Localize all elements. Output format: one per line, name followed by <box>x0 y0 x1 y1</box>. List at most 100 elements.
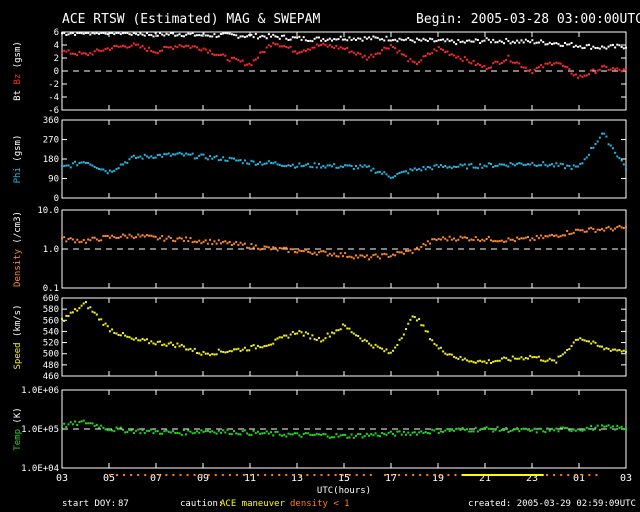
mag-point <box>150 34 153 37</box>
phi-point <box>71 162 74 165</box>
density-point <box>296 251 299 254</box>
mag-point <box>252 59 255 62</box>
caution-density-mark <box>433 474 436 476</box>
caution-density-mark <box>214 474 217 476</box>
speed-point <box>274 338 277 341</box>
mag-point <box>383 39 386 42</box>
phi-point <box>344 164 347 167</box>
phi-point <box>246 162 249 165</box>
speed-point <box>132 338 135 341</box>
temp-point <box>598 428 601 431</box>
mag-point <box>241 59 244 62</box>
phi-point <box>607 143 610 146</box>
mag-point <box>442 48 445 51</box>
mag-point <box>370 38 373 41</box>
temp-point <box>387 431 390 434</box>
density-point <box>182 239 185 242</box>
temp-point <box>82 419 85 422</box>
speed-point <box>544 360 547 363</box>
phi-point <box>579 162 582 165</box>
temp-point <box>276 430 279 433</box>
speed-point <box>385 348 388 351</box>
temp-point <box>396 430 399 433</box>
mag-point <box>468 39 471 42</box>
phi-point <box>108 169 111 172</box>
density-point <box>448 235 451 238</box>
caution-density-mark <box>447 474 450 476</box>
phi-point <box>335 166 338 169</box>
mag-point <box>622 47 625 50</box>
speed-point <box>352 332 355 335</box>
mag-point <box>354 39 357 42</box>
mag-point <box>206 51 209 54</box>
speed-point <box>487 359 490 362</box>
phi-point <box>542 161 545 164</box>
phi-point <box>91 164 94 167</box>
caution-density-mark <box>567 474 570 476</box>
temp-point <box>246 432 249 435</box>
speed-point <box>433 342 436 345</box>
density-point <box>516 236 519 239</box>
phi-point <box>233 157 236 160</box>
density-point <box>457 238 460 241</box>
density-point <box>191 241 194 244</box>
density-point <box>444 237 447 240</box>
mag-point <box>145 49 148 52</box>
mag-point <box>326 38 329 41</box>
mag-point <box>143 34 146 37</box>
mag-point <box>489 41 492 44</box>
mag-point <box>474 38 477 41</box>
temp-point <box>457 427 460 430</box>
temp-point <box>76 423 79 426</box>
phi-point <box>200 153 203 156</box>
mag-point <box>577 76 580 79</box>
phi-point <box>193 157 196 160</box>
mag-point <box>243 64 246 67</box>
speed-point <box>429 338 432 341</box>
mag-point <box>200 34 203 37</box>
temp-point <box>413 431 416 434</box>
density-point <box>472 239 475 242</box>
temp-point <box>489 427 492 430</box>
mag-series-bt <box>61 32 627 50</box>
mag-point <box>511 61 514 64</box>
temp-point <box>607 424 610 427</box>
temp-point <box>115 426 118 429</box>
mag-point <box>590 69 593 72</box>
speed-point <box>470 360 473 363</box>
temp-point <box>339 434 342 437</box>
mag-point <box>328 37 331 40</box>
phi-point <box>350 165 353 168</box>
speed-point <box>233 348 236 351</box>
mag-series-bz <box>61 42 627 79</box>
speed-point <box>224 351 227 354</box>
temp-point <box>302 432 305 435</box>
mag-point <box>196 46 199 49</box>
phi-point <box>561 163 564 166</box>
phi-point <box>274 161 277 164</box>
mag-point <box>139 32 142 35</box>
caution-density-mark <box>412 474 415 476</box>
temp-point <box>481 427 484 430</box>
mag-point <box>527 40 530 43</box>
density-point <box>178 236 181 239</box>
mag-point <box>481 66 484 69</box>
phi-point <box>365 165 368 168</box>
mag-point <box>357 37 360 40</box>
temp-point <box>324 433 327 436</box>
phi-point <box>252 160 255 163</box>
speed-point <box>135 337 138 340</box>
phi-point <box>598 136 601 139</box>
phi-point <box>230 157 233 160</box>
speed-point <box>415 319 418 322</box>
phi-point <box>625 168 627 171</box>
mag-point <box>189 32 192 35</box>
density-point <box>300 249 303 252</box>
speed-point <box>202 350 205 353</box>
phi-point <box>278 163 281 166</box>
mag-point <box>217 54 220 57</box>
temp-point <box>620 425 623 428</box>
mag-ytick-label: -2 <box>48 80 59 90</box>
mag-point <box>246 63 249 66</box>
temp-point <box>520 428 523 431</box>
